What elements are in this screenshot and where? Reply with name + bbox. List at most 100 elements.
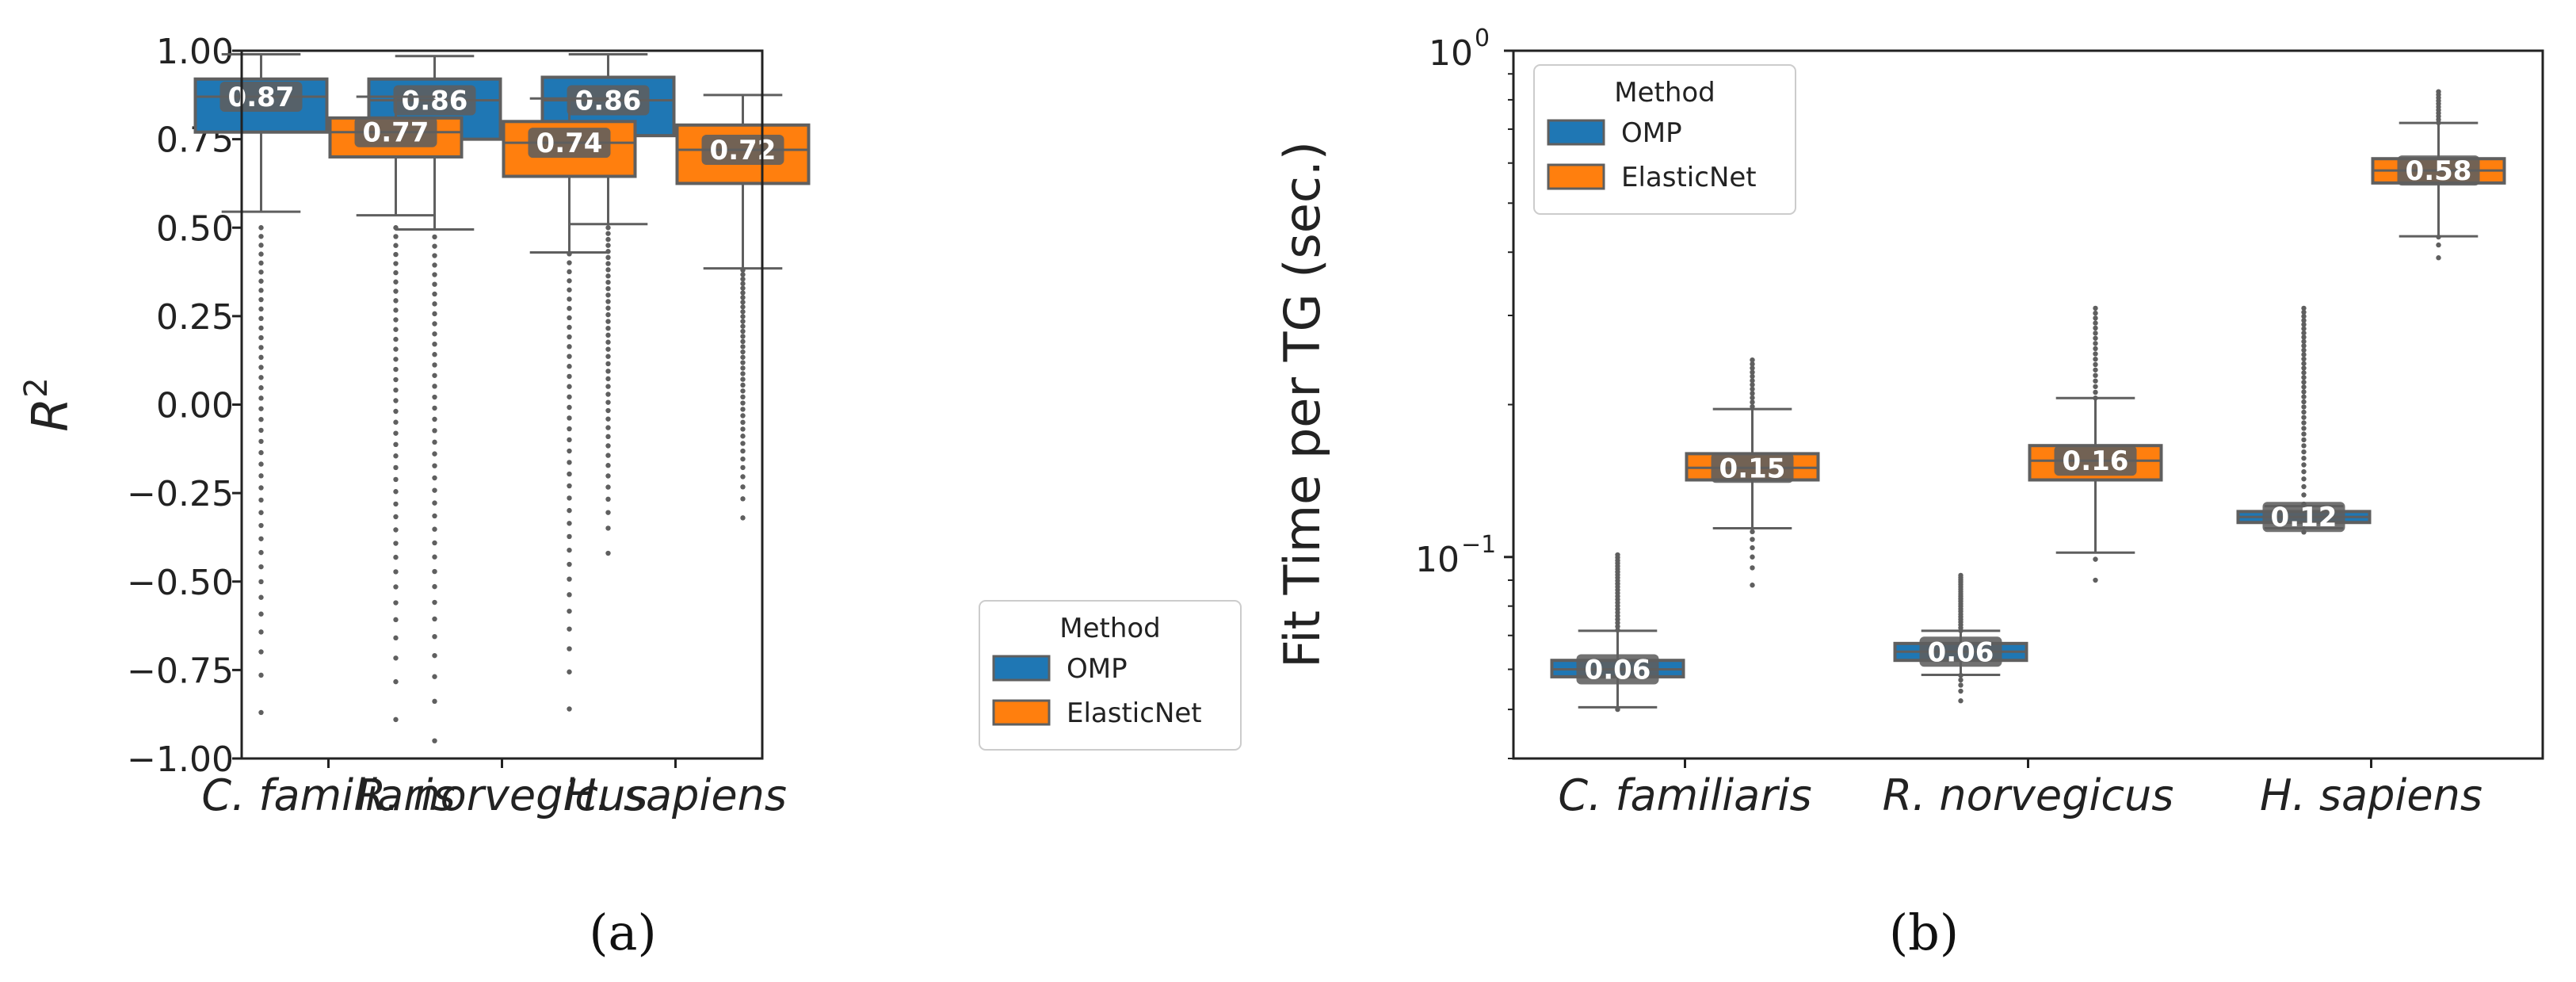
x-tick-label: H. sapiens [564,770,787,820]
outlier-point [1615,552,1620,558]
outlier-point [1958,688,1963,694]
outlier-point [432,321,437,327]
outlier-point [567,471,572,477]
legend-entry-elasticnet: ElasticNet [1067,697,1202,729]
outlier-point [258,385,264,391]
outlier-point [740,413,746,418]
outlier-point [2301,365,2307,371]
median-label-bg [2054,445,2137,476]
outlier-point [605,399,611,405]
outlier-point [258,225,264,231]
outlier-point [2301,338,2307,345]
legend-swatch-omp [992,655,1051,682]
outlier-point [258,649,264,655]
outlier-point [740,484,746,490]
outlier-point [1750,544,1755,551]
outlier-point [740,295,746,300]
outlier-point [1750,565,1755,571]
outlier-point [258,594,264,600]
outlier-point [567,483,572,489]
y-tick-label-exponent: 0 [1475,25,1490,52]
outlier-point [258,564,264,570]
outlier-point [258,709,264,716]
outlier-point [2093,378,2098,384]
outlier-point [2093,335,2098,341]
outlier-point [2093,315,2098,321]
outlier-point [740,281,746,287]
outlier-point [258,278,264,284]
outlier-point [258,497,264,503]
outlier-point [567,278,572,284]
outlier-point [740,376,746,382]
outlier-point [2301,334,2307,340]
outlier-point [2093,325,2098,331]
outlier-point [605,510,611,515]
outlier-point [393,617,399,623]
outlier-point [605,332,611,338]
outlier-point [2301,347,2307,353]
outlier-point [2301,443,2307,449]
outlier-point [393,269,399,276]
median-label: 0.15 [1719,453,1786,484]
outlier-point [432,394,437,400]
outlier-point [432,599,437,606]
median-label: 0.86 [575,86,642,117]
outlier-point [2301,431,2307,437]
outlier-point [393,441,399,448]
outlier-point [2436,89,2441,94]
outlier-point [740,394,746,400]
outlier-point [2093,351,2098,357]
outlier-point [393,327,399,332]
outlier-point [2093,556,2098,562]
outlier-point [2301,384,2307,390]
outlier-point [605,407,611,414]
outlier-point [740,319,746,324]
outlier-point [567,608,572,614]
outlier-point [740,285,746,291]
outlier-point [605,453,611,458]
median-label-bg [567,85,650,116]
legend-swatch-omp [1547,119,1605,146]
median-label: 0.77 [363,117,429,149]
outlier-point [258,449,264,456]
outlier-point [393,298,399,304]
outlier-point [432,500,437,506]
outlier-point [2301,379,2307,385]
outlier-point [567,706,572,712]
outlier-point [432,487,437,493]
outlier-point [2301,409,2307,415]
outlier-point [258,611,264,617]
outlier-point [1615,706,1620,713]
median-label-bg [1576,654,1659,685]
outlier-point [432,616,437,622]
outlier-point [258,354,264,361]
outlier-point [393,288,399,294]
y-tick-label: 10 [1415,540,1460,580]
x-tick-label: R. norvegicus [1883,770,2174,820]
outlier-point [740,474,746,480]
outlier-point [2093,577,2098,583]
outlier-point [2301,389,2307,395]
median-label: 0.16 [2063,445,2129,477]
outlier-point [605,299,611,304]
outlier-point [605,369,611,374]
y-axis-label: R2 [18,377,79,432]
outlier-point [2093,373,2098,378]
outlier-point [258,461,264,467]
outlier-point [567,251,572,257]
outlier-point [567,437,572,443]
outlier-point [393,541,399,546]
median-label: 0.12 [2271,502,2337,533]
outlier-point [2093,331,2098,336]
y-tick-label: −1.00 [127,739,234,780]
outlier-point [2301,420,2307,426]
outlier-point [1615,620,1620,626]
outlier-point [605,416,611,422]
box-elasticnet-2: 0.72 [675,94,811,521]
outlier-point [258,485,264,491]
outlier-point [1750,403,1755,410]
outlier-point [567,315,572,321]
outlier-point [432,554,437,560]
outlier-point [2436,255,2441,261]
outlier-point [567,547,572,553]
